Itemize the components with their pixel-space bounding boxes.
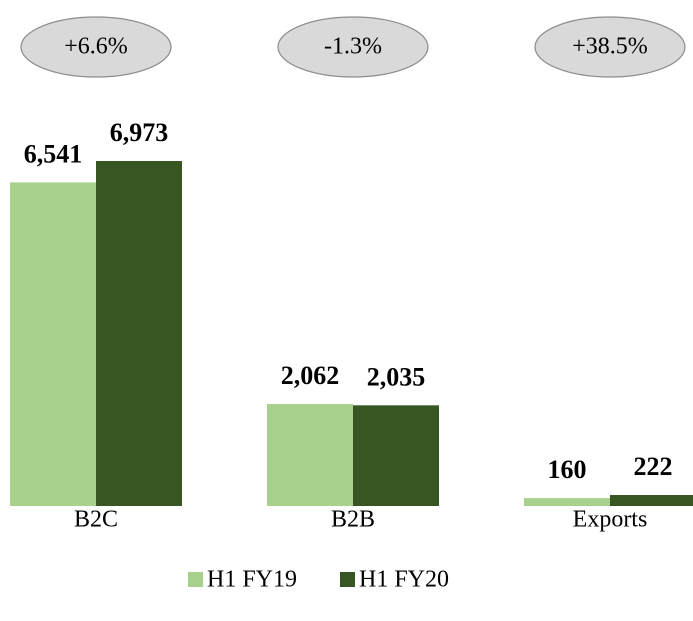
annotation-bubble (277, 16, 429, 78)
data-label: 6,541 (24, 139, 83, 168)
x-tick-label: Exports (573, 507, 648, 533)
annotation: -1.3% (324, 34, 382, 60)
x-tick-label: B2B (331, 507, 375, 533)
bar (610, 495, 693, 506)
bar (524, 498, 610, 506)
x-tick-label: B2C (74, 507, 118, 533)
bar (267, 403, 353, 506)
data-label: 160 (548, 455, 587, 484)
bar (353, 405, 439, 506)
legend-label: H1 FY19 (207, 567, 297, 593)
annotation: +6.6% (64, 34, 128, 60)
bar (96, 161, 182, 506)
annotation: +38.5% (572, 34, 648, 60)
data-label: 6,973 (110, 118, 169, 147)
data-label: 2,035 (367, 362, 426, 391)
annotation-bubble (20, 16, 172, 78)
legend-label: H1 FY20 (359, 567, 449, 593)
legend-swatch (188, 572, 203, 587)
legend-swatch (340, 572, 355, 587)
annotation-bubble (534, 16, 686, 78)
bar (10, 182, 96, 506)
data-label: 2,062 (281, 361, 340, 390)
data-label: 222 (634, 452, 673, 481)
